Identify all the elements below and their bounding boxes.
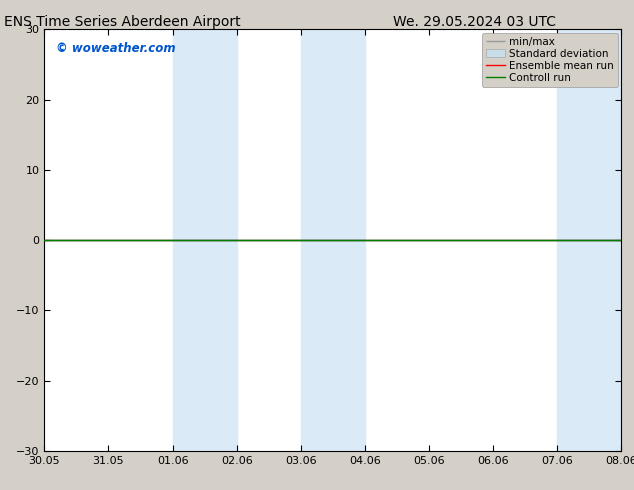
Text: We. 29.05.2024 03 UTC: We. 29.05.2024 03 UTC (393, 15, 556, 29)
Bar (172, 29, 236, 451)
Text: © woweather.com: © woweather.com (56, 42, 176, 55)
Bar (301, 29, 365, 451)
Bar (557, 29, 621, 451)
Legend: min/max, Standard deviation, Ensemble mean run, Controll run: min/max, Standard deviation, Ensemble me… (482, 32, 618, 87)
Text: ENS Time Series Aberdeen Airport: ENS Time Series Aberdeen Airport (4, 15, 241, 29)
